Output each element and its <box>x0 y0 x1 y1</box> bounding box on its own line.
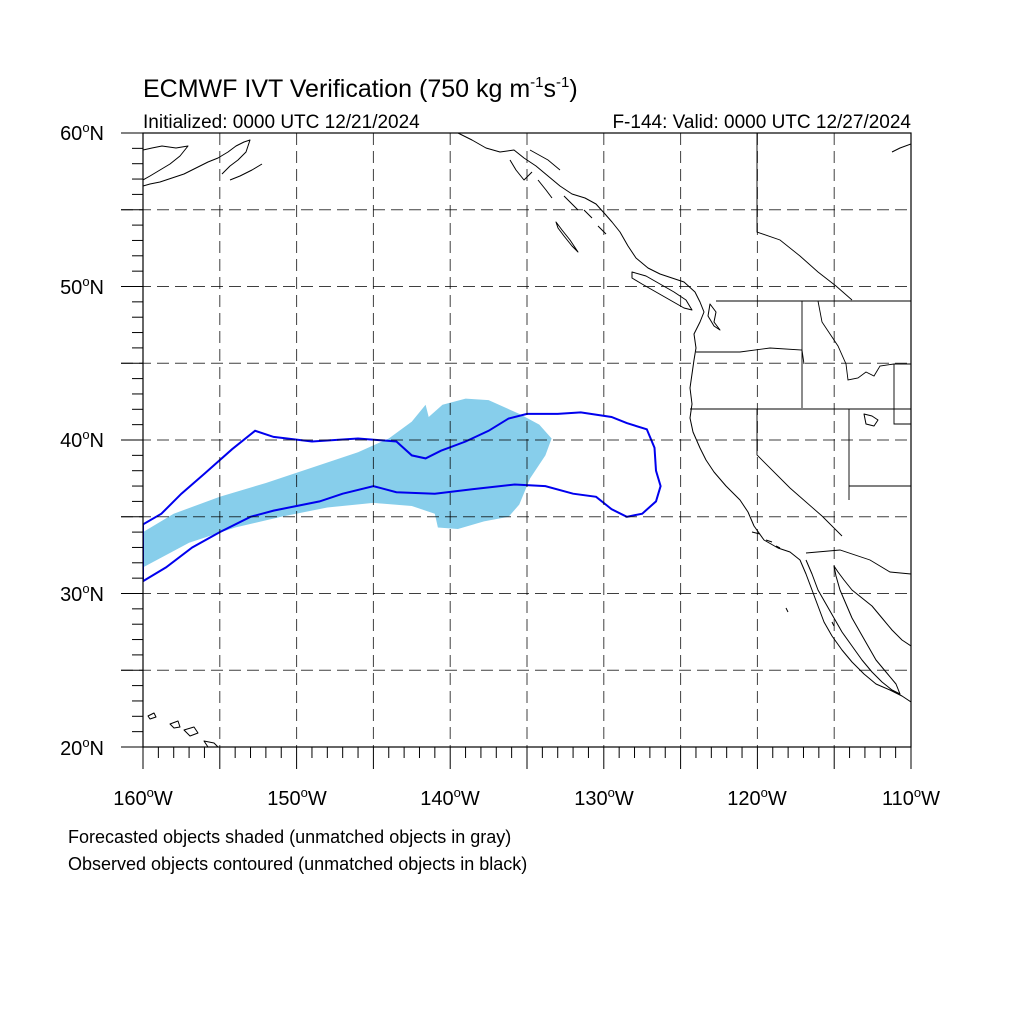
longitude-labels: 160oW 150oW 140oW 130oW 120oW 110oW <box>113 785 940 810</box>
title-main: ECMWF IVT Verification (750 kg m <box>143 75 530 103</box>
gridlines <box>121 133 911 747</box>
title-exponent-2: -1 <box>556 74 569 91</box>
lat-label-30: 30oN <box>60 581 104 606</box>
lon-label-160w: 160oW <box>113 785 173 810</box>
lon-label-120w: 120oW <box>727 785 787 810</box>
north-america-coastline <box>457 133 911 703</box>
puget-sound-coastline <box>707 303 721 331</box>
lat-label-20: 20oN <box>60 735 104 760</box>
lat-label-60: 60oN <box>60 120 104 145</box>
alaska-coastline <box>143 139 263 187</box>
forecast-object-layer <box>143 398 552 568</box>
alaska-northeast-corner <box>891 143 911 153</box>
hawaii-island-maui <box>183 726 199 737</box>
washington-oregon-border <box>696 347 805 365</box>
hawaii-island-big <box>203 740 219 747</box>
lat-label-40: 40oN <box>60 427 104 452</box>
map-frame <box>142 132 912 748</box>
lon-label-140w: 140oW <box>420 785 480 810</box>
hawaii-island-niihau <box>147 712 157 720</box>
lon-label-150w: 150oW <box>267 785 327 810</box>
coastline-layer <box>143 133 911 747</box>
title-close: ) <box>569 75 577 103</box>
forecast-ivt-object <box>143 398 552 568</box>
lon-label-110w: 110oW <box>882 785 940 810</box>
lat-label-50: 50oN <box>60 274 104 299</box>
alaska-panhandle-islands <box>509 159 607 235</box>
forecast-legend-note: Forecasted objects shaded (unmatched obj… <box>68 827 511 847</box>
haida-gwaii-coastline <box>555 221 579 253</box>
minor-ticks <box>121 132 912 769</box>
valid-time-label: F-144: Valid: 0000 UTC 12/27/2024 <box>612 112 911 133</box>
map-panel <box>121 132 912 769</box>
baja-california-coastline <box>805 559 911 695</box>
init-time-label: Initialized: 0000 UTC 12/21/2024 <box>143 112 420 133</box>
latitude-labels: 60oN 50oN 40oN 30oN 20oN <box>60 120 104 760</box>
mexico-border <box>805 549 911 575</box>
yukon-bc-border <box>529 149 561 171</box>
figure-title: ECMWF IVT Verification (750 kg m-1s-1) <box>143 74 578 103</box>
title-unit-s: s <box>544 75 557 103</box>
vancouver-island-coastline <box>631 271 693 311</box>
channel-islands <box>751 531 835 627</box>
observed-legend-note: Observed objects contoured (unmatched ob… <box>68 854 527 874</box>
great-salt-lake <box>863 413 879 427</box>
wyoming-border <box>893 363 911 425</box>
idaho-montana-border <box>817 300 895 381</box>
hawaii-island-oahu <box>169 720 181 729</box>
title-exponent-1: -1 <box>530 74 543 91</box>
canada-inland-coast <box>756 133 853 301</box>
border-layer <box>529 133 911 575</box>
lon-label-130w: 130oW <box>574 785 634 810</box>
